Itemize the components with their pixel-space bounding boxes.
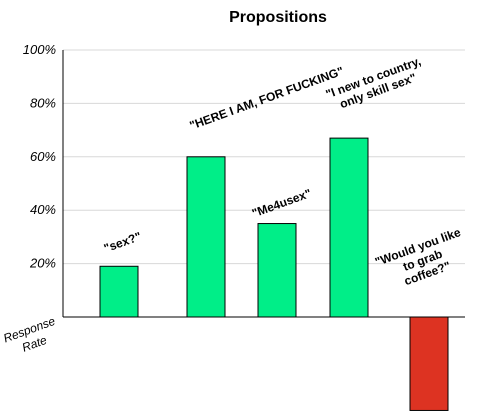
y-tick-label: 100% — [23, 42, 56, 57]
bar-label: "HERE I AM, FOR FUCKING" — [188, 64, 346, 133]
y-tick-label: 40% — [30, 202, 56, 217]
bar — [99, 265, 139, 318]
bar — [409, 316, 449, 411]
bar-label: "I new to country,only skill sex" — [324, 54, 428, 115]
y-tick-label: 60% — [30, 149, 56, 164]
bar — [186, 156, 226, 318]
bar-label: "sex?" — [102, 229, 143, 255]
bar-label: "Me4usex" — [250, 186, 313, 220]
chart-title: Propositions — [229, 9, 327, 26]
gridlines — [63, 49, 465, 265]
y-tick-label: 80% — [30, 95, 56, 110]
bar — [329, 137, 369, 318]
axes — [62, 50, 465, 318]
bars — [99, 137, 449, 411]
y-axis-label-text: ResponseRate — [1, 314, 62, 360]
y-axis-label: ResponseRate — [1, 314, 62, 360]
bar — [257, 223, 297, 318]
y-tick-labels: 20% 40% 60% 80% 100% — [23, 42, 56, 271]
bar-label: "Would you liketo grabcoffee?" — [373, 225, 472, 295]
y-tick-label: 20% — [29, 256, 56, 271]
